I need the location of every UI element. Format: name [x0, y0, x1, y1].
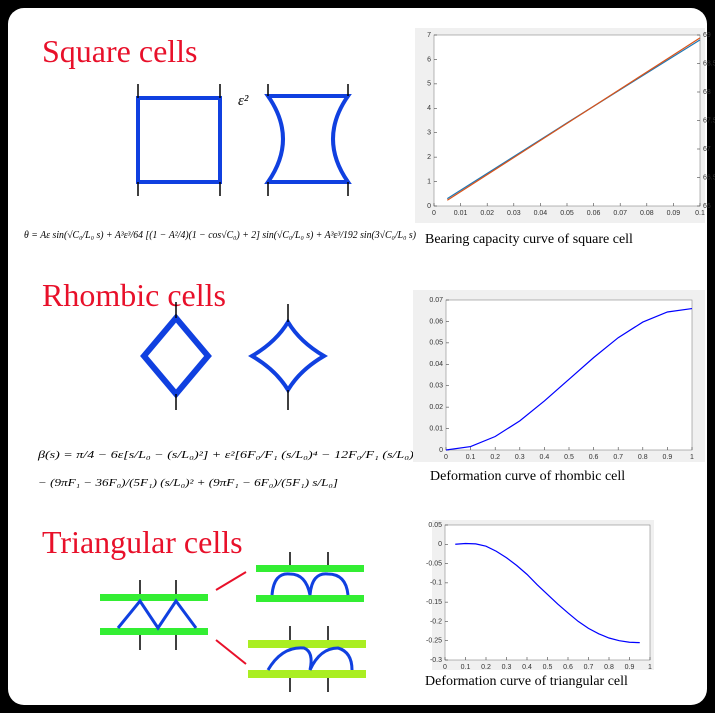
y-tick-label: 0.01: [429, 425, 443, 432]
y-tick-label: -0.05: [426, 560, 442, 567]
x-tick-label: 0.6: [563, 664, 573, 671]
y2-tick-label: 69: [703, 32, 711, 39]
y-tick-label: -0.25: [426, 638, 442, 645]
y-tick-label: 3: [427, 130, 431, 137]
y-tick-label: 0: [439, 447, 443, 454]
formula: − (9πF₁ − 36F₀)/(5F₁) (s/L₀)² + (9πF₁ − …: [38, 478, 338, 489]
plot-area: [446, 300, 692, 450]
x-tick-label: 0.9: [663, 454, 673, 461]
x-tick-label: 0.06: [587, 210, 601, 217]
y-tick-label: -0.3: [430, 657, 442, 664]
x-tick-label: 0.2: [481, 664, 491, 671]
x-tick-label: 0.8: [638, 454, 648, 461]
x-tick-label: 0: [432, 210, 436, 217]
section-title: Rhombic cells: [42, 277, 226, 313]
x-tick-label: 0.4: [522, 664, 532, 671]
formula: θ = Aε sin(√C₀/L₀ s) + A³ε³/64 [(1 − A²/…: [24, 230, 417, 241]
x-tick-label: 0.9: [625, 664, 635, 671]
section-title: Triangular cells: [42, 524, 243, 560]
section-title: Square cells: [42, 33, 198, 69]
x-tick-label: 0.3: [515, 454, 525, 461]
x-tick-label: 0.7: [613, 454, 623, 461]
x-tick-label: 0.5: [543, 664, 553, 671]
chart-caption: Deformation curve of rhombic cell: [430, 469, 625, 484]
x-tick-label: 0.08: [640, 210, 654, 217]
y-tick-label: 0.05: [429, 340, 443, 347]
y2-tick-label: 67.5: [703, 117, 715, 124]
x-tick-label: 0.09: [667, 210, 681, 217]
y-tick-label: -0.15: [426, 599, 442, 606]
x-tick-label: 0.6: [589, 454, 599, 461]
chart-caption: Deformation curve of triangular cell: [425, 674, 628, 689]
y-tick-label: -0.1: [430, 580, 442, 587]
x-tick-label: 0.03: [507, 210, 521, 217]
plot-area: [434, 35, 700, 206]
y-tick-label: 6: [427, 56, 431, 63]
chart-caption: Bearing capacity curve of square cell: [425, 232, 633, 247]
y-tick-label: 7: [427, 32, 431, 39]
formula: β(s) = π/4 − 6ε[s/L₀ − (s/L₀)²] + ε²[6F₀…: [37, 450, 420, 461]
x-tick-label: 0.8: [604, 664, 614, 671]
y2-tick-label: 68: [703, 89, 711, 96]
y-tick-label: 0.02: [429, 404, 443, 411]
y-tick-label: 0.03: [429, 383, 443, 390]
y2-tick-label: 67: [703, 146, 711, 153]
x-tick-label: 0.01: [454, 210, 468, 217]
x-tick-label: 0.05: [560, 210, 574, 217]
y2-tick-label: 68.5: [703, 60, 715, 67]
x-tick-label: 0: [443, 664, 447, 671]
strain-label: ε²: [238, 93, 249, 109]
x-tick-label: 0.1: [466, 454, 476, 461]
y2-tick-label: 66: [703, 203, 711, 210]
x-tick-label: 0: [444, 454, 448, 461]
x-tick-label: 0.07: [613, 210, 627, 217]
y-tick-label: 0.06: [429, 318, 443, 325]
x-tick-label: 0.1: [695, 210, 705, 217]
y-tick-label: 0: [438, 541, 442, 548]
y-tick-label: 0: [427, 203, 431, 210]
figure: Square cells Rhombic cells Triangular ce…: [0, 0, 715, 713]
y-tick-label: 0.04: [429, 361, 443, 368]
y-tick-label: 2: [427, 154, 431, 161]
x-tick-label: 0.2: [490, 454, 500, 461]
x-tick-label: 1: [648, 664, 652, 671]
x-tick-label: 0.1: [461, 664, 471, 671]
y-tick-label: 5: [427, 81, 431, 88]
page: Square cells Rhombic cells Triangular ce…: [0, 0, 715, 713]
x-tick-label: 0.02: [480, 210, 494, 217]
x-tick-label: 1: [690, 454, 694, 461]
y2-tick-label: 66.5: [703, 174, 715, 181]
x-tick-label: 0.7: [584, 664, 594, 671]
y-tick-label: 4: [427, 105, 431, 112]
y-tick-label: -0.2: [430, 618, 442, 625]
x-tick-label: 0.3: [502, 664, 512, 671]
y-tick-label: 0.07: [429, 297, 443, 304]
y-tick-label: 1: [427, 178, 431, 185]
x-tick-label: 0.5: [564, 454, 574, 461]
y-tick-label: 0.05: [428, 522, 442, 529]
plot-area: [445, 525, 650, 660]
x-tick-label: 0.4: [540, 454, 550, 461]
x-tick-label: 0.04: [534, 210, 548, 217]
